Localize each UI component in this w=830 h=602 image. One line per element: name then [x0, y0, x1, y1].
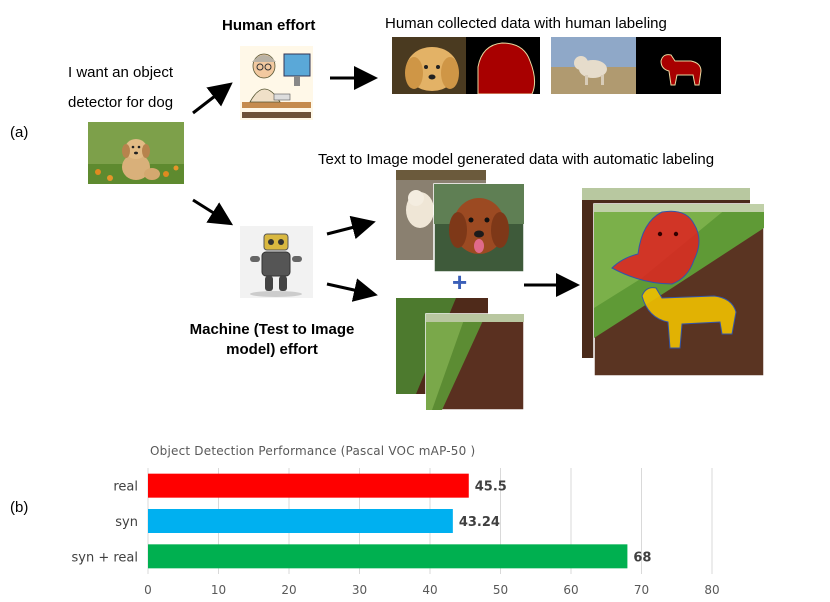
- human-worker-icon: [240, 46, 313, 120]
- arrow-to-gen-backgrounds: [326, 278, 378, 302]
- chart-title: Object Detection Performance (Pascal VOC…: [150, 444, 476, 458]
- machine-effort-title-2: model) effort: [226, 341, 318, 358]
- bar-0: [148, 473, 469, 498]
- request-line-2: detector for dog: [68, 94, 174, 111]
- generated-background-images: [396, 298, 524, 410]
- robot-icon: [240, 226, 313, 298]
- arrow-to-machine: [192, 198, 234, 226]
- x-tick-label: 20: [281, 583, 296, 597]
- human-data-caption: Human collected data with human labeling: [385, 15, 667, 32]
- category-label: real: [113, 480, 138, 495]
- arrow-to-gen-dogs: [326, 215, 376, 240]
- human-labeled-pair-2: [551, 37, 721, 94]
- flow-arrows: [192, 66, 580, 302]
- x-tick-label: 70: [634, 583, 649, 597]
- arrow-to-human: [192, 82, 233, 115]
- value-label: 45.5: [475, 480, 507, 495]
- x-tick-label: 80: [704, 583, 719, 597]
- human-labeled-pair-1: [392, 37, 540, 94]
- x-tick-label: 40: [422, 583, 437, 597]
- machine-data-caption: Text to Image model generated data with …: [318, 151, 715, 168]
- plus-sign: +: [452, 267, 468, 297]
- generated-dog-images: [396, 170, 524, 273]
- value-label: 68: [633, 550, 651, 565]
- panel-label-b: (b): [10, 499, 29, 516]
- value-label: 43.24: [459, 515, 500, 530]
- bar-1: [148, 509, 453, 533]
- category-label: syn: [115, 515, 138, 530]
- bar-2: [148, 544, 628, 569]
- composite-auto-labeled-image: [582, 188, 764, 376]
- machine-effort-title-1: Machine (Test to Image: [189, 321, 355, 338]
- request-line-1: I want an object: [68, 64, 174, 81]
- panel-label-a: (a): [10, 124, 29, 141]
- x-tick-label: 10: [211, 583, 226, 597]
- bar-chart: 0 10 20 30 40 50 60 70 80 real 45.5 syn 43.24 syn + r…: [72, 468, 720, 597]
- x-tick-label: 60: [563, 583, 578, 597]
- human-effort-title: Human effort: [222, 17, 316, 34]
- category-label: syn + real: [72, 550, 139, 565]
- x-tick-label: 0: [144, 583, 152, 597]
- x-tick-label: 30: [352, 583, 367, 597]
- query-dog-photo: [88, 122, 184, 184]
- x-tick-label: 50: [493, 583, 508, 597]
